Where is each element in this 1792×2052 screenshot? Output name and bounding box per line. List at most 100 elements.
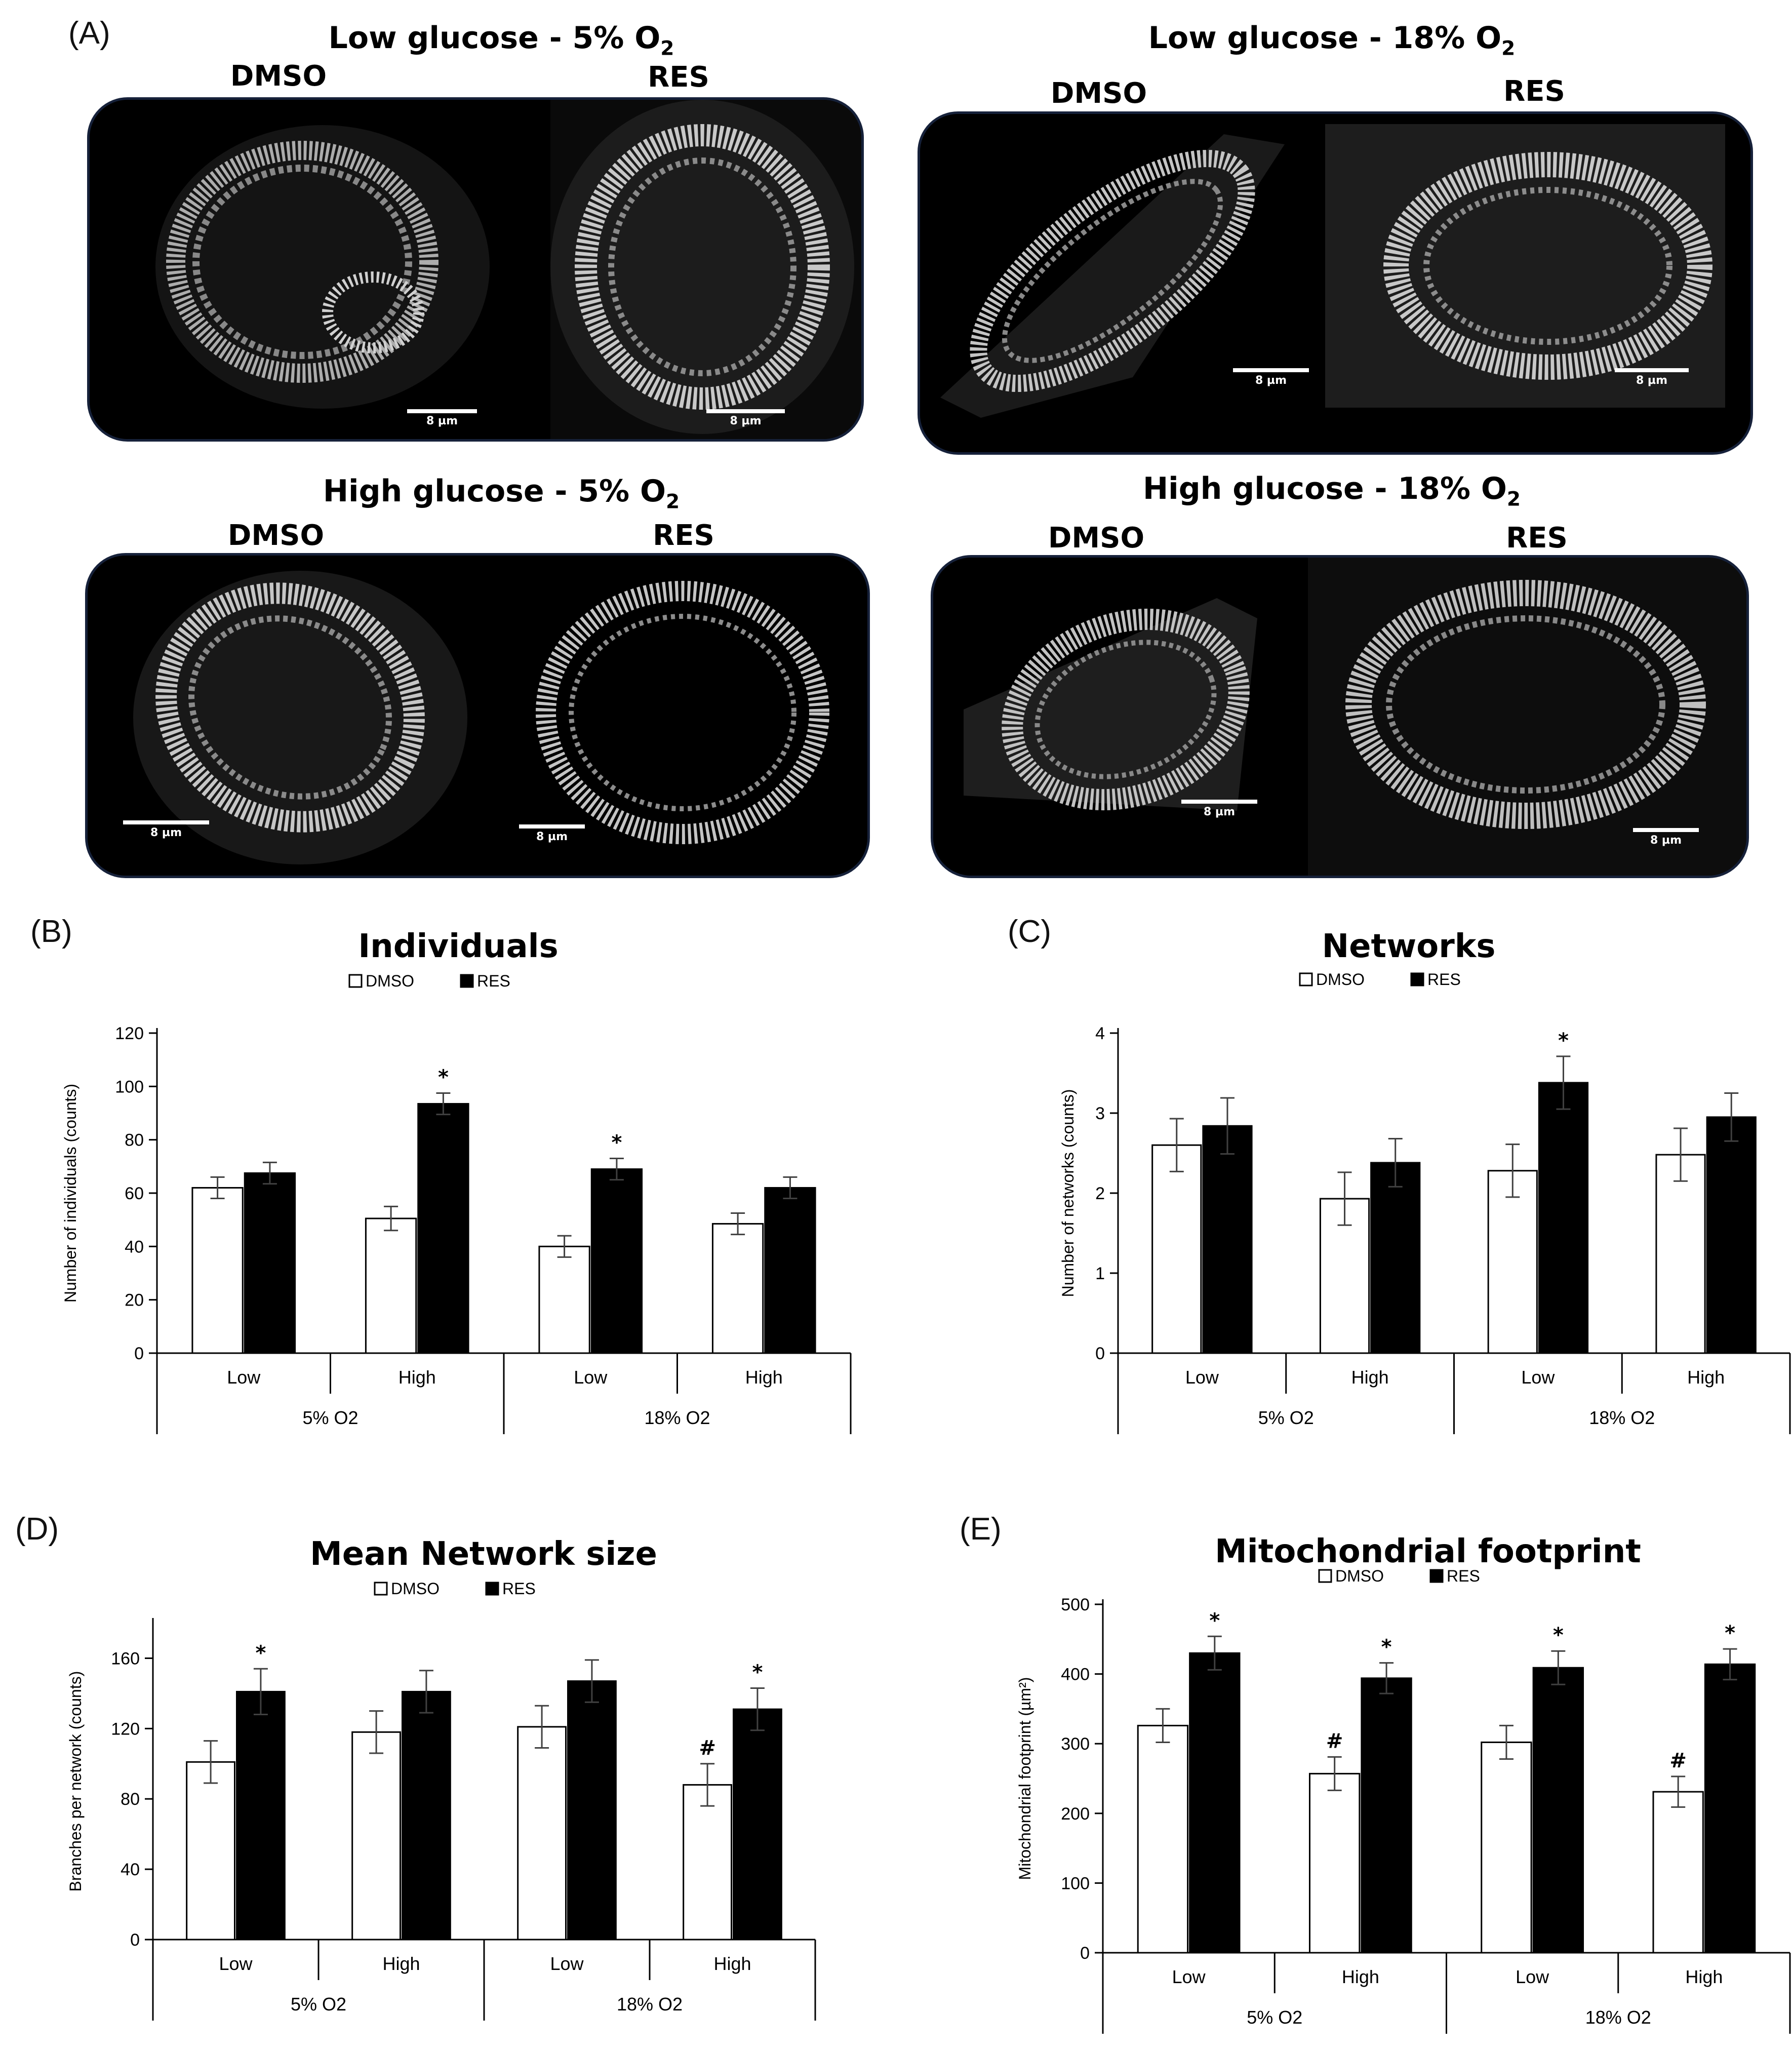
- y-tick-label: 0: [134, 1344, 144, 1363]
- scale-label: 8 µm: [150, 826, 182, 839]
- micrograph-res: [480, 556, 867, 876]
- y-tick-label: 1: [1095, 1264, 1105, 1283]
- x-group-label: 18% O2: [644, 1407, 710, 1428]
- significance-star: *: [611, 1131, 622, 1155]
- bar-res: [417, 1103, 469, 1354]
- bar-dmso: [191, 1187, 244, 1354]
- legend-swatch-dmso: [374, 1582, 388, 1596]
- x-group-label: 5% O2: [1258, 1407, 1314, 1428]
- x-tick-label: Low: [1172, 1966, 1206, 1987]
- micrograph-dmso: [920, 114, 1325, 452]
- bar-dmso: [1655, 1154, 1706, 1354]
- y-tick-label: 100: [115, 1077, 144, 1096]
- micrograph-res: [1308, 558, 1746, 876]
- scale-bar: [407, 409, 477, 413]
- scale-label: 8 µm: [730, 415, 762, 427]
- panel-letter: (B): [30, 914, 72, 949]
- panel-letter: (D): [15, 1512, 59, 1547]
- x-tick-label: Low: [1521, 1367, 1555, 1388]
- bar-dmso: [365, 1217, 417, 1354]
- bar-res: [1361, 1677, 1412, 1954]
- panel-letter: (C): [1008, 914, 1051, 949]
- significance-star: *: [752, 1661, 763, 1684]
- chart-title: Mean Network size: [310, 1535, 657, 1573]
- bar-dmso: [1137, 1724, 1189, 1954]
- legend-swatch-res: [1410, 972, 1424, 986]
- bar-res: [1202, 1125, 1253, 1354]
- scale-label: 8 µm: [1636, 374, 1668, 387]
- x-tick-label: Low: [1185, 1367, 1219, 1388]
- significance-star: *: [1558, 1029, 1569, 1052]
- x-tick-label: Low: [1516, 1966, 1549, 1987]
- x-tick-label: High: [1685, 1966, 1723, 1987]
- significance-star: *: [438, 1066, 449, 1089]
- scale-label: 8 µm: [1255, 374, 1287, 387]
- treatment-label-res: RES: [653, 519, 714, 552]
- bar-dmso: [1481, 1741, 1532, 1954]
- legend-swatch-res: [460, 974, 474, 988]
- x-tick-label: High: [1342, 1966, 1379, 1987]
- image-group-title: High glucose - 18% O2: [1142, 471, 1521, 511]
- chart-3: (D) Mean Network size DMSO RES 0 40 80 120 160 Br…: [15, 1512, 816, 2021]
- bar-dmso: [711, 1223, 764, 1354]
- chart-1: (B) Individuals DMSO RES 0 20 40 60 80 100 120 Numb…: [30, 914, 852, 1434]
- legend-label-res: RES: [477, 972, 510, 990]
- scale-label: 8 µm: [1203, 806, 1236, 818]
- bar-res: [1532, 1667, 1584, 1954]
- scale-bar: [1181, 800, 1257, 804]
- bar-dmso: [517, 1726, 567, 1941]
- treatment-label-dmso: DMSO: [1050, 77, 1147, 110]
- micrograph-panel: 8 µm 8 µm: [87, 97, 864, 442]
- y-tick-label: 120: [111, 1719, 140, 1739]
- y-tick-label: 100: [1061, 1874, 1090, 1893]
- y-tick-label: 300: [1061, 1734, 1090, 1754]
- image-group-title: High glucose - 5% O2: [323, 473, 680, 514]
- legend-label-dmso: DMSO: [366, 972, 414, 990]
- micrograph-dmso: [90, 100, 550, 439]
- y-tick-label: 160: [111, 1649, 140, 1668]
- treatment-label-res: RES: [648, 61, 709, 94]
- bar-dmso: [351, 1731, 401, 1941]
- scale-bar: [1233, 368, 1309, 372]
- hash-annotation: #: [699, 1737, 716, 1760]
- legend-swatch-res: [485, 1582, 499, 1596]
- x-tick-label: High: [1687, 1367, 1725, 1388]
- chart-2: (C) Networks DMSO RES 0 1 2 3 4 Number of network…: [1008, 914, 1791, 1434]
- bar-res: [1538, 1082, 1589, 1354]
- significance-star: *: [1381, 1636, 1392, 1659]
- bar-res: [590, 1168, 643, 1354]
- micrograph-panel: 8 µm 8 µm: [85, 553, 870, 878]
- scale-bar: [1615, 368, 1689, 372]
- x-tick-label: Low: [219, 1953, 253, 1974]
- y-axis-label: Number of individuals (counts): [61, 1084, 79, 1303]
- significance-star: *: [1725, 1622, 1735, 1645]
- x-group-label: 18% O2: [617, 1994, 683, 2015]
- treatment-label-res: RES: [1503, 75, 1565, 108]
- y-tick-label: 2: [1095, 1184, 1105, 1203]
- hash-annotation: #: [1669, 1749, 1687, 1772]
- y-tick-label: 60: [125, 1184, 144, 1203]
- y-tick-label: 120: [115, 1024, 144, 1043]
- legend-swatch-dmso: [348, 974, 363, 988]
- x-tick-label: High: [713, 1953, 751, 1974]
- bar-dmso: [1308, 1772, 1361, 1954]
- micrograph-res: [1325, 114, 1750, 452]
- panel-a-letter: (A): [68, 16, 110, 51]
- x-tick-label: High: [1351, 1367, 1389, 1388]
- micrograph-panel: 8 µm 8 µm: [931, 555, 1749, 878]
- chart-title: Networks: [1322, 928, 1496, 965]
- scale-bar: [519, 824, 585, 828]
- bar-res: [244, 1172, 296, 1354]
- micrograph-res: [550, 100, 861, 439]
- micrograph-panel: 8 µm 8 µm: [918, 111, 1753, 455]
- treatment-label-dmso: DMSO: [1048, 522, 1145, 555]
- bar-dmso: [1151, 1144, 1202, 1354]
- panel-letter: (E): [960, 1512, 1002, 1547]
- x-tick-label: High: [382, 1953, 420, 1974]
- y-tick-label: 0: [1080, 1944, 1090, 1963]
- hash-annotation: #: [1326, 1729, 1343, 1753]
- x-group-label: 5% O2: [302, 1407, 358, 1428]
- y-axis-label: Number of networks (counts): [1059, 1089, 1077, 1297]
- y-tick-label: 80: [125, 1131, 144, 1150]
